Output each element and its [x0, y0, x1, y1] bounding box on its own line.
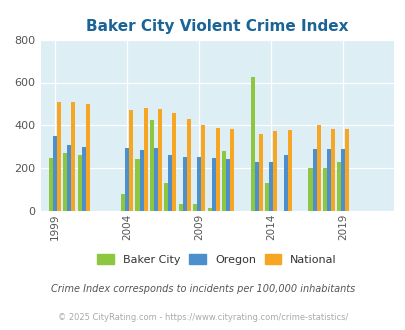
Bar — [125, 148, 129, 211]
Bar — [186, 119, 190, 211]
Bar — [250, 77, 254, 211]
Bar — [337, 162, 341, 211]
Bar — [330, 129, 334, 211]
Bar — [53, 136, 57, 211]
Bar — [182, 156, 186, 211]
Bar — [211, 158, 215, 211]
Bar — [49, 158, 53, 211]
Bar — [201, 125, 205, 211]
Bar — [254, 162, 258, 211]
Bar — [269, 162, 273, 211]
Bar — [197, 156, 201, 211]
Bar — [82, 147, 86, 211]
Bar — [264, 183, 269, 211]
Bar — [322, 168, 326, 211]
Bar — [153, 148, 158, 211]
Bar — [57, 102, 61, 211]
Bar — [135, 159, 139, 211]
Bar — [193, 204, 197, 211]
Text: Crime Index corresponds to incidents per 100,000 inhabitants: Crime Index corresponds to incidents per… — [51, 284, 354, 294]
Bar — [164, 183, 168, 211]
Bar — [316, 125, 320, 211]
Bar — [178, 204, 182, 211]
Bar — [63, 153, 67, 211]
Bar — [345, 129, 349, 211]
Bar — [149, 120, 153, 211]
Bar — [78, 155, 82, 211]
Bar — [86, 104, 90, 211]
Bar — [168, 155, 172, 211]
Bar — [71, 102, 75, 211]
Bar — [143, 108, 147, 211]
Bar — [121, 194, 125, 211]
Text: © 2025 CityRating.com - https://www.cityrating.com/crime-statistics/: © 2025 CityRating.com - https://www.city… — [58, 313, 347, 322]
Bar — [287, 130, 291, 211]
Bar — [207, 208, 211, 211]
Bar — [258, 134, 262, 211]
Bar — [226, 159, 230, 211]
Bar — [158, 109, 162, 211]
Bar — [283, 155, 287, 211]
Title: Baker City Violent Crime Index: Baker City Violent Crime Index — [86, 19, 347, 34]
Bar — [222, 151, 226, 211]
Bar — [308, 168, 312, 211]
Bar — [139, 150, 143, 211]
Bar — [326, 149, 330, 211]
Bar — [230, 129, 234, 211]
Bar — [67, 145, 71, 211]
Bar — [341, 149, 345, 211]
Bar — [215, 128, 219, 211]
Bar — [312, 149, 316, 211]
Bar — [172, 113, 176, 211]
Bar — [273, 131, 277, 211]
Bar — [129, 110, 133, 211]
Legend: Baker City, Oregon, National: Baker City, Oregon, National — [94, 251, 339, 269]
